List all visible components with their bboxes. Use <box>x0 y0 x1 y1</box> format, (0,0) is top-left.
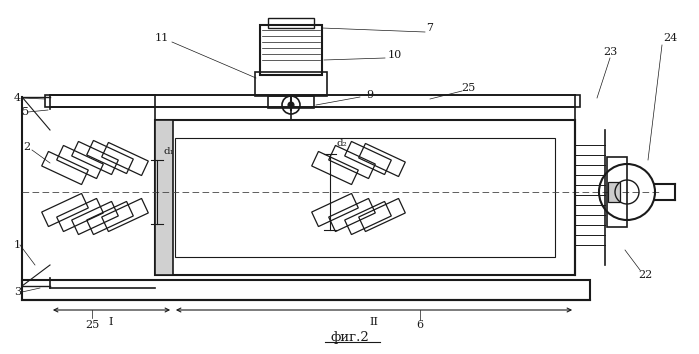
Text: d₁: d₁ <box>164 148 174 156</box>
Bar <box>45 95 580 107</box>
Text: I: I <box>109 317 113 327</box>
Text: 1: 1 <box>14 240 21 250</box>
Text: 4: 4 <box>14 93 21 103</box>
Text: 11: 11 <box>155 33 169 43</box>
Text: 25: 25 <box>461 83 475 93</box>
Text: d₂: d₂ <box>337 139 347 148</box>
Text: 22: 22 <box>638 270 652 280</box>
Bar <box>22 280 590 300</box>
Text: II: II <box>370 317 378 327</box>
Text: 25: 25 <box>85 320 99 330</box>
Text: 23: 23 <box>603 47 617 57</box>
Text: 3: 3 <box>14 287 21 297</box>
Text: 9: 9 <box>366 90 373 100</box>
Text: фиг.2: фиг.2 <box>331 331 369 344</box>
Bar <box>155 120 173 275</box>
Bar <box>268 18 314 28</box>
Bar <box>608 182 620 202</box>
Bar <box>607 157 627 227</box>
Circle shape <box>288 102 294 108</box>
Text: 10: 10 <box>388 50 402 60</box>
Bar <box>268 96 314 108</box>
Text: 6: 6 <box>417 320 424 330</box>
Text: 7: 7 <box>426 23 433 33</box>
Text: 5: 5 <box>22 107 29 117</box>
Bar <box>260 25 322 75</box>
Bar <box>175 138 555 257</box>
Bar <box>155 120 575 275</box>
Bar <box>255 72 327 96</box>
Text: 2: 2 <box>24 142 31 152</box>
Text: 24: 24 <box>663 33 677 43</box>
